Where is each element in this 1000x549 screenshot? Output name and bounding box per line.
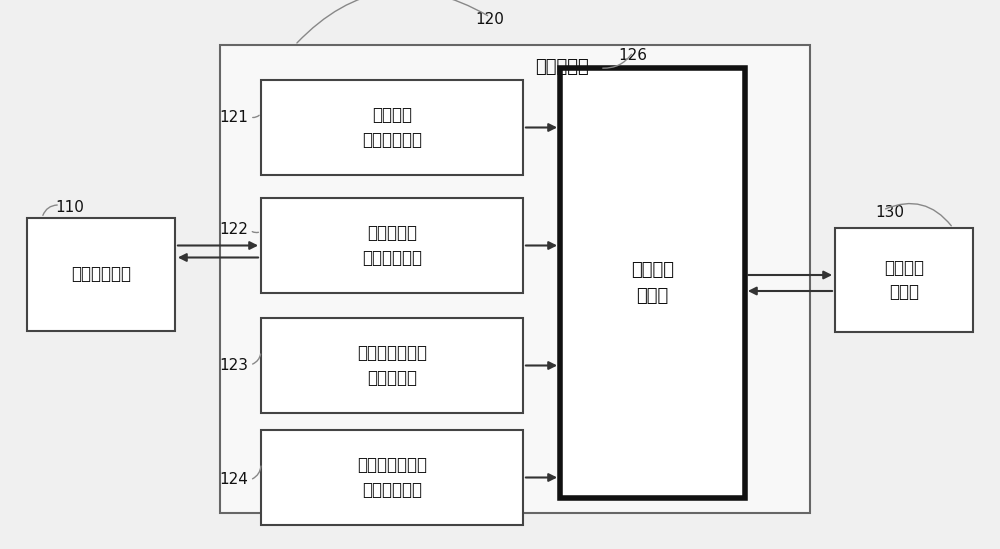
Text: 110: 110 <box>55 200 84 215</box>
Text: 126: 126 <box>618 48 648 63</box>
Text: 基于三角测量的
边角推定部: 基于三角测量的 边角推定部 <box>357 344 427 387</box>
Text: 基于反射角
的边角推定部: 基于反射角 的边角推定部 <box>362 224 422 267</box>
Bar <box>261 430 523 525</box>
Text: 130: 130 <box>875 205 904 220</box>
Text: 停车空间
探索部: 停车空间 探索部 <box>884 259 924 301</box>
Bar <box>835 228 973 332</box>
Text: 边角推定部: 边角推定部 <box>535 58 589 76</box>
Text: 121: 121 <box>219 109 248 125</box>
Bar <box>261 318 523 413</box>
Text: 123: 123 <box>219 357 248 373</box>
Bar <box>261 80 523 175</box>
Bar <box>560 68 745 498</box>
Text: 120: 120 <box>476 12 504 27</box>
Text: 基于传感器地图
的边角推定部: 基于传感器地图 的边角推定部 <box>357 456 427 499</box>
Text: 122: 122 <box>219 222 248 238</box>
Text: 124: 124 <box>219 473 248 488</box>
Bar <box>220 45 810 513</box>
Text: 信号预处理部: 信号预处理部 <box>71 266 131 283</box>
Bar <box>27 218 175 331</box>
Bar <box>261 198 523 293</box>
Text: 最终边角
推定部: 最终边角 推定部 <box>631 261 674 305</box>
Text: 基于图案
的边角推定部: 基于图案 的边角推定部 <box>362 106 422 149</box>
